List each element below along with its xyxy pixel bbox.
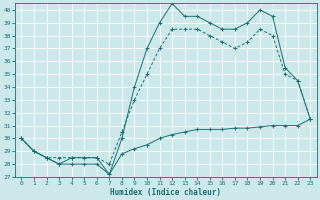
X-axis label: Humidex (Indice chaleur): Humidex (Indice chaleur) xyxy=(110,188,221,197)
